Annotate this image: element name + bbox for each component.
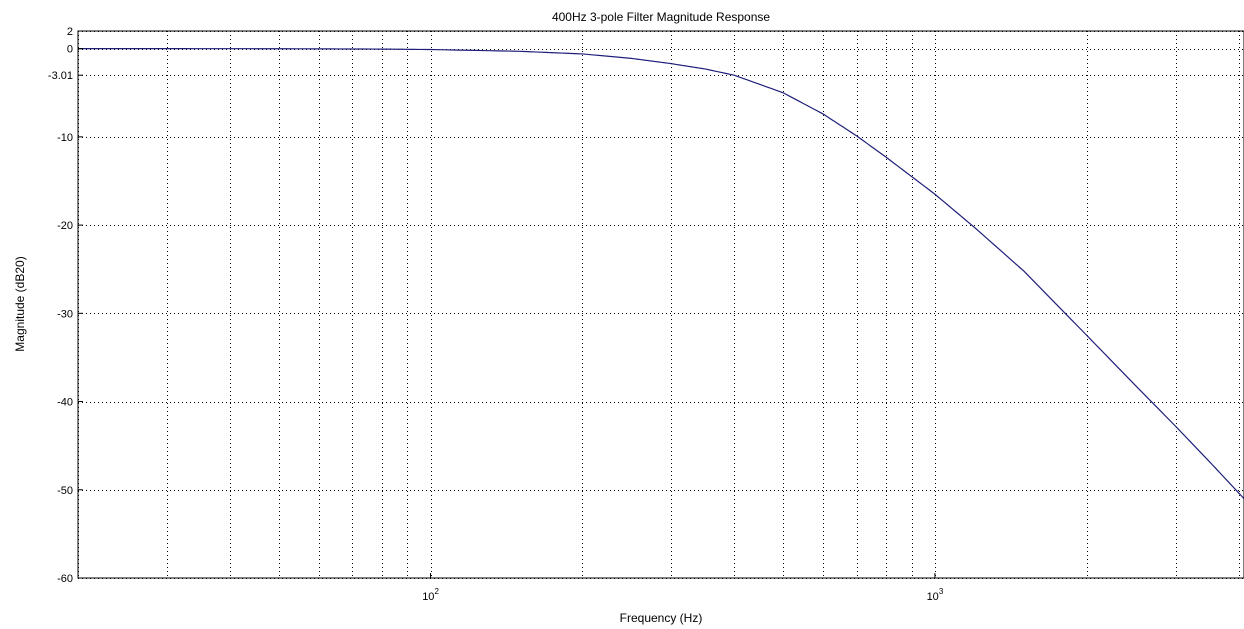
- x-tick-label: 103: [927, 587, 944, 603]
- plot-area-frame: [77, 30, 1244, 579]
- chart-title: 400Hz 3-pole Filter Magnitude Response: [552, 10, 770, 24]
- y-tick-label: -10: [57, 132, 73, 144]
- y-tick-label: -3.01: [48, 70, 73, 82]
- y-tick-label: 2: [67, 26, 73, 38]
- series-line: [78, 48, 1244, 500]
- y-tick-label: -50: [57, 485, 73, 497]
- plot-lines: [78, 48, 1244, 500]
- y-tick-label: -30: [57, 308, 73, 320]
- x-tick-label: 102: [422, 587, 439, 603]
- y-tick-label: -60: [57, 573, 73, 585]
- y-tick-label: 0: [67, 44, 73, 56]
- y-axis-label: Magnitude (dB20): [13, 256, 27, 351]
- x-axis-ticks: 102 103: [422, 573, 944, 603]
- y-axis-ticks: 2 0 -3.01 -10 -20 -30 -40 -50 -60: [48, 26, 83, 585]
- y-tick-label: -40: [57, 397, 73, 409]
- y-tick-label: -20: [57, 220, 73, 232]
- x-axis-label: Frequency (Hz): [620, 611, 703, 625]
